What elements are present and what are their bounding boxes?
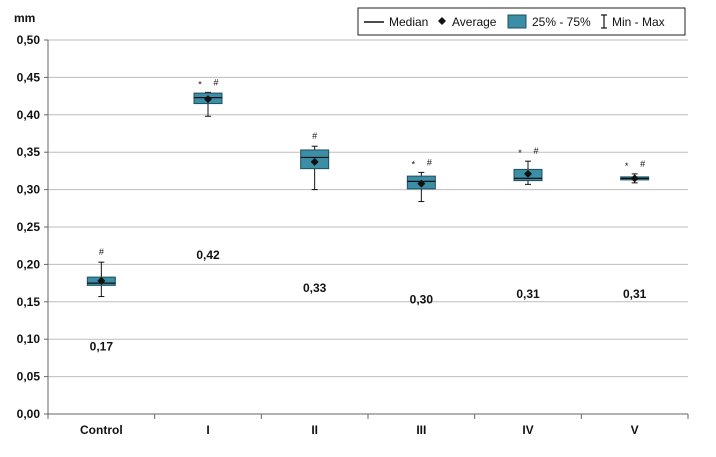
legend-range-label: Min - Max (612, 15, 665, 29)
significance-hash: # (312, 131, 317, 141)
y-tick-label: 0,15 (17, 295, 41, 309)
category-label: III (416, 423, 426, 437)
significance-star: * (625, 161, 629, 171)
significance-hash: # (213, 77, 218, 87)
value-labels: 0,17 0,42 0,33 0,30 0,31 0,31 (90, 248, 647, 353)
y-tick-label: 0,20 (17, 257, 41, 271)
x-axis-labels: Control I II III IV V (47, 414, 689, 437)
significance-hash: # (427, 157, 432, 167)
legend-average-swatch (438, 17, 446, 25)
average-marker (630, 174, 639, 183)
y-tick-label: 0,25 (17, 220, 41, 234)
significance-hash: # (533, 146, 538, 156)
category-label: Control (80, 423, 123, 437)
box-3: # (300, 131, 330, 191)
legend-average-label: Average (452, 15, 497, 29)
average-marker (97, 276, 106, 285)
value-label: 0,31 (516, 287, 540, 301)
legend-iqr-swatch (507, 14, 527, 29)
y-tick-label: 0,00 (17, 407, 41, 421)
y-tick-label: 0,50 (17, 33, 41, 47)
average-marker (417, 179, 426, 188)
significance-hash: # (99, 247, 104, 257)
category-label: II (311, 423, 318, 437)
y-unit-label: mm (14, 11, 35, 25)
value-label: 0,33 (303, 281, 327, 295)
legend-median-label: Median (389, 15, 428, 29)
box-6: * # (620, 159, 650, 184)
y-tick-label: 0,35 (17, 145, 41, 159)
significance-star: * (518, 148, 522, 158)
category-label: I (206, 423, 209, 437)
box-4: * # (406, 157, 436, 203)
significance-star: * (412, 159, 416, 169)
significance-star: * (198, 79, 202, 89)
y-tick-label: 0,05 (17, 370, 41, 384)
y-tick-label: 0,10 (17, 332, 41, 346)
category-label: V (631, 423, 639, 437)
box-2: * # (193, 77, 223, 117)
value-label: 0,31 (623, 287, 647, 301)
average-marker (310, 157, 319, 166)
legend-iqr-label: 25% - 75% (532, 15, 591, 29)
average-marker (524, 169, 532, 178)
y-tick-label: 0,30 (17, 183, 41, 197)
average-marker (204, 95, 212, 104)
y-tick-label: 0,40 (17, 108, 41, 122)
value-label: 0,17 (90, 339, 114, 353)
boxes: #* ##* #* #* # (86, 77, 650, 298)
y-axis-ticks: 0,00 0,05 0,10 0,15 0,20 0,25 0,30 0,35 0,40 0,45… (17, 33, 48, 421)
y-tick-label: 0,45 (17, 70, 41, 84)
value-label: 0,30 (410, 292, 434, 306)
box-5: * # (513, 146, 543, 185)
legend: Median Average 25% - 75% Min - Max (357, 7, 686, 36)
box-1: # (86, 247, 116, 298)
value-label: 0,42 (196, 248, 220, 262)
significance-hash: # (640, 159, 645, 169)
category-label: IV (522, 423, 533, 437)
grid-lines (48, 39, 688, 378)
legend-range-swatch (601, 14, 607, 29)
